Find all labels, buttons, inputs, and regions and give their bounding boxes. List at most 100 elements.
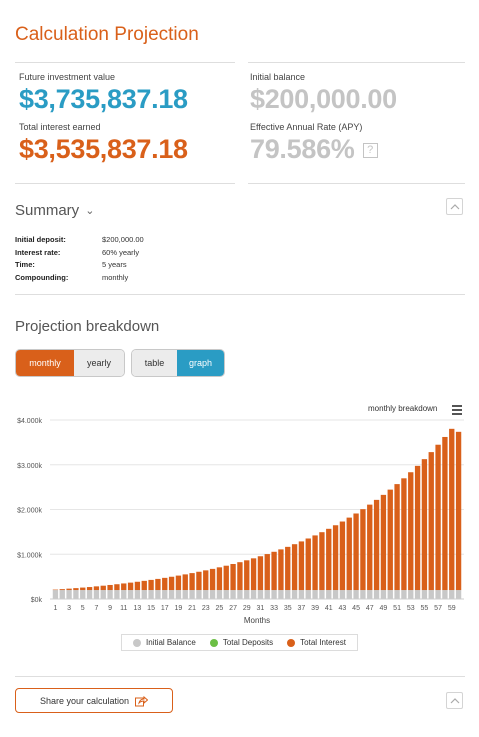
bar	[73, 588, 79, 591]
bar	[442, 436, 448, 591]
bar	[312, 590, 318, 599]
bar	[175, 590, 182, 599]
legend-item-initial-balance[interactable]: Initial Balance	[133, 638, 196, 647]
collapse-summary-button[interactable]	[446, 198, 463, 215]
summary-label: Initial deposit:	[15, 235, 66, 244]
y-tick-label: $0k	[31, 597, 43, 604]
bar	[168, 576, 175, 591]
interest-label: Total interest earned	[19, 122, 101, 132]
bar	[59, 589, 65, 591]
bar	[414, 590, 421, 599]
legend-item-total-interest[interactable]: Total Interest	[287, 638, 346, 647]
summary-toggle[interactable]: Summary ⌄	[15, 202, 94, 219]
bar	[408, 590, 414, 599]
legend-dot	[287, 638, 296, 647]
bar	[319, 590, 325, 599]
bar	[387, 590, 393, 599]
chevron-down-icon: ⌄	[85, 205, 95, 217]
bar	[127, 590, 134, 599]
bar	[155, 590, 161, 599]
apy-value: 79.586%	[250, 134, 355, 164]
bar	[114, 584, 120, 591]
bar	[291, 544, 298, 591]
bar	[326, 528, 332, 591]
share-button[interactable]: Share your calculation	[15, 688, 173, 713]
bar	[216, 567, 223, 591]
bar	[203, 590, 209, 599]
legend-dot	[209, 638, 218, 647]
bar	[127, 582, 134, 591]
monthly-button[interactable]: monthly	[16, 350, 74, 376]
bar	[80, 590, 86, 599]
bar	[66, 588, 72, 591]
bar	[421, 459, 428, 591]
divider	[15, 183, 235, 184]
x-tick-label: 39	[311, 605, 319, 612]
chart-menu-icon[interactable]	[452, 405, 462, 417]
bar	[230, 563, 236, 591]
bar	[73, 590, 79, 599]
x-tick-label: 41	[325, 605, 333, 612]
summary-value: $200,000.00	[102, 235, 144, 244]
bar	[100, 590, 106, 599]
bar	[223, 590, 229, 599]
bar	[360, 590, 366, 599]
bar	[250, 590, 257, 599]
summary-heading: Summary	[15, 202, 80, 219]
bar	[264, 554, 270, 591]
x-tick-label: 23	[202, 605, 210, 612]
bar	[209, 568, 216, 591]
graph-button[interactable]: graph	[177, 350, 224, 376]
bar	[59, 590, 65, 599]
initial-balance-value: $200,000.00	[250, 84, 397, 114]
bar	[189, 590, 195, 599]
bar	[244, 590, 250, 599]
legend-item-total-deposits[interactable]: Total Deposits	[209, 638, 273, 647]
bar	[360, 509, 366, 591]
x-tick-label: 59	[448, 605, 456, 612]
bar	[414, 465, 421, 591]
bar	[209, 590, 216, 599]
bar	[66, 590, 72, 599]
x-tick-label: 11	[120, 605, 127, 612]
x-tick-label: 3	[67, 605, 71, 612]
bar	[312, 535, 318, 591]
help-icon[interactable]: ?	[362, 143, 378, 159]
x-tick-label: 51	[393, 605, 401, 612]
collapse-footer-button[interactable]	[446, 692, 463, 709]
bar	[189, 573, 195, 591]
table-button[interactable]: table	[132, 350, 177, 376]
bar	[86, 587, 93, 591]
bar	[196, 590, 202, 599]
bar	[421, 590, 428, 599]
legend-label: Total Interest	[300, 638, 346, 647]
chart-breakdown-label: monthly breakdown	[368, 404, 438, 413]
interest-value: $3,535,837.18	[19, 134, 188, 164]
summary-value: 5 years	[102, 260, 127, 269]
bar	[455, 590, 462, 599]
bar	[271, 590, 277, 599]
bar	[305, 538, 311, 591]
y-tick-label: $1.000k	[17, 552, 42, 559]
bar	[141, 590, 147, 599]
x-tick-label: 57	[434, 605, 442, 612]
bar	[196, 571, 202, 591]
x-tick-label: 53	[407, 605, 415, 612]
divider	[248, 62, 465, 63]
bar	[346, 590, 352, 599]
bar	[380, 590, 387, 599]
bar	[257, 590, 264, 599]
bar	[93, 586, 100, 591]
bar	[332, 525, 339, 591]
future-value-stat: Future investment value $3,735,837.18	[19, 72, 188, 115]
page-title: Calculation Projection	[15, 24, 199, 45]
bar	[257, 556, 264, 591]
future-value-label: Future investment value	[19, 72, 116, 82]
yearly-button[interactable]: yearly	[74, 350, 124, 376]
x-tick-label: 45	[352, 605, 360, 612]
y-tick-label: $2.000k	[17, 508, 42, 515]
bar	[326, 590, 332, 599]
bar	[285, 546, 291, 591]
bar	[353, 590, 359, 599]
